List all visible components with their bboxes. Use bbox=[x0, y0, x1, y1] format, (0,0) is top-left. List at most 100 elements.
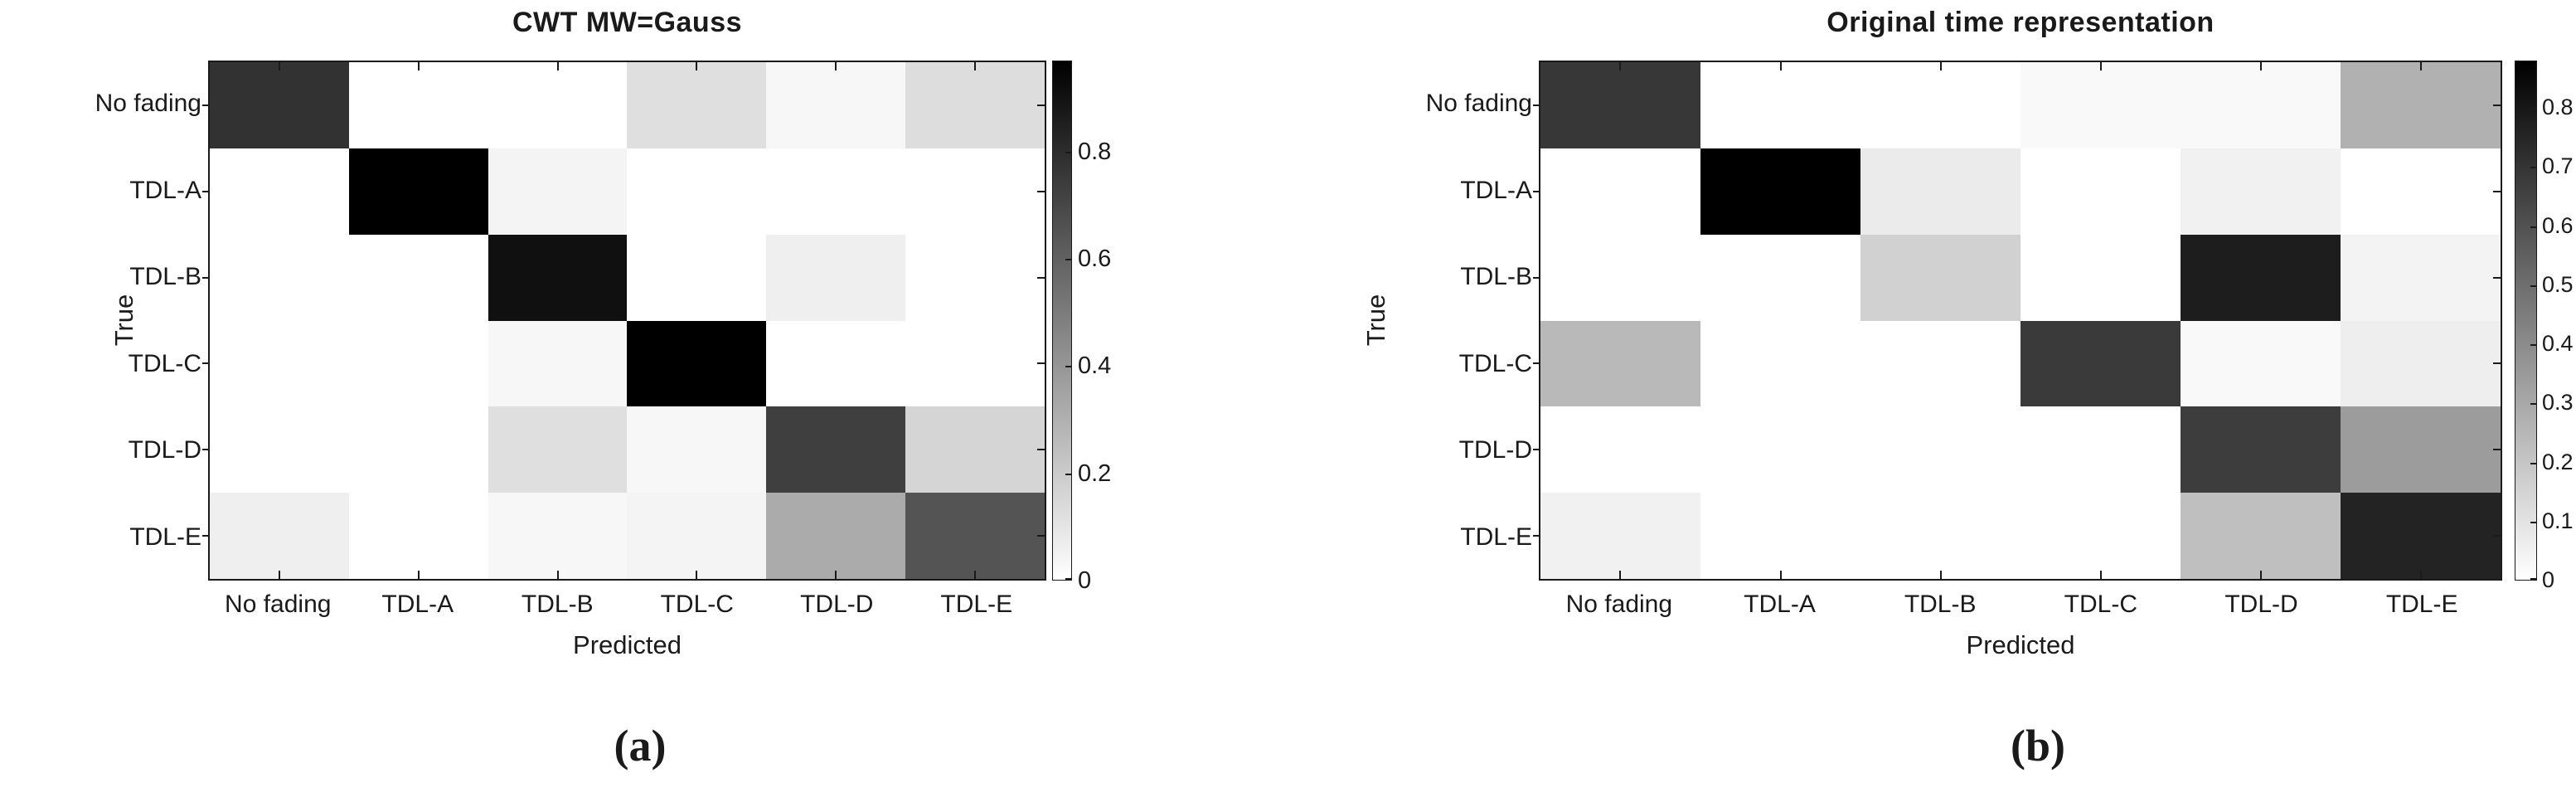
cell-TDL-E-TDL-A bbox=[1700, 493, 1860, 579]
cell-No fading-TDL-C bbox=[627, 62, 767, 148]
cell-TDL-A-TDL-C bbox=[627, 148, 767, 235]
colorbar-tick bbox=[2530, 578, 2536, 580]
panel-a-heatmap bbox=[202, 61, 1046, 581]
colorbar-tick-label: 0.3 bbox=[2542, 390, 2574, 416]
y-axis-tick bbox=[2493, 449, 2501, 451]
y-axis-tick bbox=[202, 535, 210, 537]
panel-b-heatmap bbox=[1533, 61, 2502, 581]
cell-TDL-B-TDL-E bbox=[2341, 234, 2501, 321]
colorbar-tick-label: 0.2 bbox=[1078, 459, 1112, 487]
colorbar-tick-label: 0.6 bbox=[2542, 212, 2574, 238]
cell-TDL-D-No fading bbox=[210, 406, 349, 493]
cell-TDL-C-TDL-A bbox=[1700, 320, 1860, 407]
x-axis-tick bbox=[1619, 62, 1622, 70]
panel-b-caption: (b) bbox=[2011, 721, 2065, 771]
colorbar-tick-label: 0.7 bbox=[2542, 153, 2574, 179]
col-label-No fading: No fading bbox=[1565, 591, 1673, 618]
cell-TDL-E-No fading bbox=[1540, 493, 1700, 579]
cell-TDL-E-TDL-A bbox=[348, 493, 488, 579]
cell-TDL-A-TDL-D bbox=[766, 148, 906, 235]
cell-No fading-TDL-A bbox=[1700, 62, 1860, 148]
panel-a-title: CWT MW=Gauss bbox=[512, 7, 743, 38]
row-label-TDL-A: TDL-A bbox=[1460, 176, 1532, 204]
y-axis-tick bbox=[2493, 362, 2501, 365]
x-axis-tick bbox=[1779, 62, 1782, 70]
cell-TDL-C-TDL-E bbox=[905, 320, 1045, 407]
y-axis-tick bbox=[1533, 449, 1540, 451]
y-axis-tick bbox=[1037, 190, 1045, 192]
col-label-TDL-D: TDL-D bbox=[800, 591, 874, 618]
row-label-No fading: No fading bbox=[1425, 90, 1532, 118]
colorbar-tick bbox=[1065, 259, 1071, 261]
x-axis-tick bbox=[556, 62, 559, 70]
y-axis-tick bbox=[2493, 276, 2501, 279]
x-axis-tick bbox=[417, 571, 420, 579]
panel-a-xlabel: Predicted bbox=[573, 630, 682, 659]
x-axis-tick bbox=[974, 62, 977, 70]
colorbar-tick-label: 0.6 bbox=[1078, 246, 1112, 273]
col-label-No fading: No fading bbox=[225, 591, 332, 618]
y-axis-tick bbox=[1533, 362, 1540, 365]
cell-TDL-B-TDL-C bbox=[2021, 234, 2181, 321]
cell-TDL-A-TDL-B bbox=[1860, 148, 2021, 235]
panel-a-col-labels: No fading TDL-A TDL-B TDL-C TDL-D TDL-E bbox=[208, 591, 1046, 624]
row-label-TDL-B: TDL-B bbox=[129, 263, 201, 291]
cell-TDL-E-TDL-B bbox=[1860, 493, 2021, 579]
colorbar-tick-label: 0.4 bbox=[2542, 331, 2574, 356]
cell-TDL-C-TDL-B bbox=[488, 320, 628, 407]
col-label-TDL-C: TDL-C bbox=[2064, 591, 2137, 618]
colorbar-tick bbox=[2530, 344, 2536, 346]
panel-a-colorbar bbox=[1052, 61, 1072, 581]
cell-TDL-C-TDL-D bbox=[2181, 320, 2341, 407]
y-axis-tick bbox=[202, 362, 210, 365]
y-axis-tick bbox=[1533, 535, 1540, 537]
col-label-TDL-E: TDL-E bbox=[940, 591, 1013, 618]
cell-No fading-TDL-A bbox=[348, 62, 488, 148]
cell-No fading-TDL-B bbox=[488, 62, 628, 148]
cell-TDL-B-TDL-D bbox=[2181, 234, 2341, 321]
x-axis-tick bbox=[1619, 571, 1622, 579]
cell-TDL-D-TDL-C bbox=[2021, 406, 2181, 493]
y-axis-tick bbox=[202, 190, 210, 192]
cell-TDL-E-No fading bbox=[210, 493, 349, 579]
x-axis-tick bbox=[835, 571, 837, 579]
row-label-TDL-A: TDL-A bbox=[129, 176, 201, 204]
row-label-TDL-C: TDL-C bbox=[128, 349, 201, 377]
col-label-TDL-B: TDL-B bbox=[521, 591, 594, 618]
x-axis-tick bbox=[417, 62, 420, 70]
row-label-TDL-E: TDL-E bbox=[1460, 523, 1532, 551]
colorbar-tick-label: 0.8 bbox=[2542, 95, 2574, 119]
cell-TDL-D-TDL-D bbox=[766, 406, 906, 493]
row-label-No fading: No fading bbox=[95, 90, 201, 118]
cell-No fading-TDL-D bbox=[2181, 62, 2341, 148]
cell-TDL-B-TDL-E bbox=[905, 234, 1045, 321]
cell-TDL-C-No fading bbox=[210, 320, 349, 407]
colorbar-tick-label: 0.4 bbox=[1078, 352, 1112, 380]
colorbar-tick bbox=[2530, 462, 2536, 464]
row-label-TDL-E: TDL-E bbox=[129, 523, 201, 551]
colorbar-tick bbox=[2530, 108, 2536, 109]
x-axis-tick bbox=[2419, 62, 2422, 70]
colorbar-tick bbox=[2530, 167, 2536, 169]
colorbar-tick bbox=[1065, 366, 1071, 368]
cell-TDL-B-TDL-A bbox=[1700, 234, 1860, 321]
cell-TDL-D-No fading bbox=[1540, 406, 1700, 493]
x-axis-tick bbox=[278, 62, 280, 70]
cell-No fading-No fading bbox=[210, 62, 349, 148]
x-axis-tick bbox=[2099, 62, 2102, 70]
cell-TDL-D-TDL-C bbox=[627, 406, 767, 493]
cell-TDL-A-TDL-A bbox=[1700, 148, 1860, 235]
cell-TDL-E-TDL-D bbox=[766, 493, 906, 579]
cell-TDL-E-TDL-B bbox=[488, 493, 628, 579]
colorbar-tick bbox=[2530, 284, 2536, 287]
cell-TDL-D-TDL-D bbox=[2181, 406, 2341, 493]
cell-TDL-C-TDL-D bbox=[766, 320, 906, 407]
x-axis-tick bbox=[2259, 62, 2262, 70]
cell-TDL-B-TDL-B bbox=[1860, 234, 2021, 321]
cell-TDL-B-TDL-C bbox=[627, 234, 767, 321]
panel-a-caption: (a) bbox=[614, 721, 667, 771]
colorbar-tick-label: 0.2 bbox=[2542, 449, 2574, 474]
panel-b-row-labels: No fading TDL-A TDL-B TDL-C TDL-D TDL-E bbox=[1331, 61, 1532, 581]
cell-TDL-D-TDL-B bbox=[1860, 406, 2021, 493]
panel-a-colorbar-labels: 0 0.2 0.4 0.6 0.8 bbox=[1078, 61, 1152, 594]
